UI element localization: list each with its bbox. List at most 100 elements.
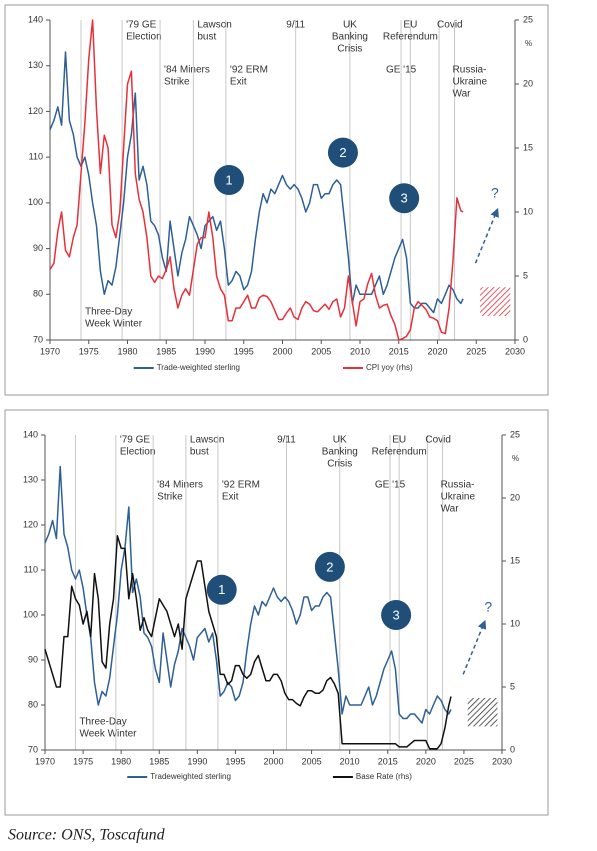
- event-label: GE '15: [386, 65, 417, 76]
- marker-label: 2: [326, 559, 333, 574]
- x-tick-label: 1995: [225, 756, 245, 766]
- x-tick-label: 2010: [340, 756, 360, 766]
- x-tick-label: 2005: [311, 346, 331, 356]
- x-tick-label: 1980: [117, 346, 137, 356]
- y-tick-label: 70: [28, 744, 38, 754]
- event-label: '92 ERM: [230, 65, 268, 76]
- outlook-label: ?: [484, 599, 492, 615]
- x-tick-label: 2010: [350, 346, 370, 356]
- legend-label: Trade-weighted sterling: [157, 363, 240, 372]
- event-label: '92 ERM: [222, 480, 260, 491]
- x-tick-label: 2005: [302, 756, 322, 766]
- y2-tick-label: 0: [510, 744, 515, 754]
- x-tick-label: 2025: [466, 346, 486, 356]
- event-label: '84 Miners: [157, 480, 203, 491]
- marker-label: 3: [401, 191, 408, 206]
- outlook-arrow: [462, 619, 487, 675]
- y-tick-label: 90: [28, 654, 38, 664]
- y2-tick-label: 15: [523, 142, 533, 152]
- y2-tick-label: 10: [523, 206, 533, 216]
- event-label: Three-Day: [79, 717, 126, 728]
- legend-label: Base Rate (rhs): [356, 772, 412, 781]
- event-label: GE '15: [375, 480, 406, 491]
- event-label: Ukraine: [453, 77, 488, 88]
- event-label: '84 Miners: [164, 65, 210, 76]
- y-tick-label: 70: [33, 334, 43, 344]
- y2-tick-label: 5: [523, 270, 528, 280]
- event-label: Week Winter: [85, 319, 143, 330]
- y2-tick-label: 10: [510, 618, 520, 628]
- numbered-marker: [381, 600, 412, 630]
- y-tick-label: 100: [28, 197, 43, 207]
- y2-tick-label: 15: [510, 555, 520, 565]
- event-label: Lawson: [190, 435, 224, 446]
- x-tick-label: 1980: [111, 756, 131, 766]
- numbered-marker: [214, 165, 245, 195]
- y2-axis-label: %: [525, 39, 532, 48]
- y-tick-label: 100: [23, 609, 38, 619]
- source: Source: ONS, Toscafund: [8, 827, 166, 844]
- y-tick-label: 130: [23, 474, 38, 484]
- outlook-range: [480, 287, 511, 316]
- outlook-arrow: [474, 207, 499, 264]
- marker-label: 1: [225, 172, 232, 187]
- event-label: Three-Day: [85, 307, 132, 318]
- series-line: [44, 535, 452, 750]
- event-label: War: [453, 89, 472, 100]
- y2-tick-label: 25: [510, 429, 520, 439]
- event-label: Crisis: [327, 459, 352, 470]
- y2-tick-label: 20: [510, 492, 520, 502]
- event-label: EU: [392, 435, 406, 446]
- y-tick-label: 120: [23, 519, 38, 529]
- event-label: Ukraine: [441, 492, 476, 503]
- event-label: bust: [197, 32, 216, 43]
- x-tick-label: 2030: [492, 756, 512, 766]
- y2-tick-label: 5: [510, 681, 515, 691]
- x-tick-label: 1985: [156, 346, 176, 356]
- y2-axis-label: %: [512, 454, 519, 463]
- event-label: Referendum: [383, 32, 438, 43]
- y-tick-label: 140: [28, 14, 43, 24]
- event-label: Russia-: [441, 480, 475, 491]
- series-line: [49, 19, 464, 341]
- y-tick-label: 120: [28, 106, 43, 116]
- event-label: Covid: [437, 20, 463, 31]
- event-label: UK: [343, 20, 357, 31]
- legend-label: Tradeweighted sterling: [150, 772, 231, 781]
- x-tick-label: 2000: [263, 756, 283, 766]
- x-tick-label: 2020: [427, 346, 447, 356]
- numbered-marker: [206, 574, 237, 605]
- event-label: EU: [403, 20, 417, 31]
- y2-tick-label: 20: [523, 78, 533, 88]
- event-label: Election: [126, 32, 162, 43]
- chart-frame: [4, 4, 549, 396]
- outlook-range: [467, 698, 498, 727]
- event-label: Lawson: [197, 20, 231, 31]
- outlook-label: ?: [491, 184, 499, 200]
- y-tick-label: 110: [24, 564, 38, 574]
- y-tick-label: 90: [33, 243, 43, 253]
- event-label: Referendum: [372, 447, 427, 458]
- numbered-marker: [327, 137, 358, 168]
- x-tick-label: 1975: [73, 756, 93, 766]
- event-label: 9/11: [286, 20, 305, 31]
- event-label: bust: [190, 447, 209, 458]
- event-label: Strike: [164, 77, 190, 88]
- marker-label: 1: [218, 582, 225, 597]
- x-tick-label: 2025: [454, 756, 474, 766]
- event-label: Covid: [425, 435, 451, 446]
- event-label: '79 GE: [126, 20, 157, 31]
- chart-frame: [4, 409, 549, 816]
- y-tick-label: 80: [33, 289, 43, 299]
- y-tick-label: 140: [23, 429, 38, 439]
- event-label: 9/11: [277, 435, 296, 446]
- event-label: Exit: [222, 492, 239, 503]
- x-tick-label: 2015: [378, 756, 398, 766]
- x-tick-label: 2030: [505, 346, 525, 356]
- y-tick-label: 80: [28, 699, 38, 709]
- event-label: Week Winter: [79, 729, 137, 740]
- x-tick-label: 1990: [187, 756, 207, 766]
- x-tick-label: 1970: [35, 756, 55, 766]
- series-line: [44, 465, 452, 724]
